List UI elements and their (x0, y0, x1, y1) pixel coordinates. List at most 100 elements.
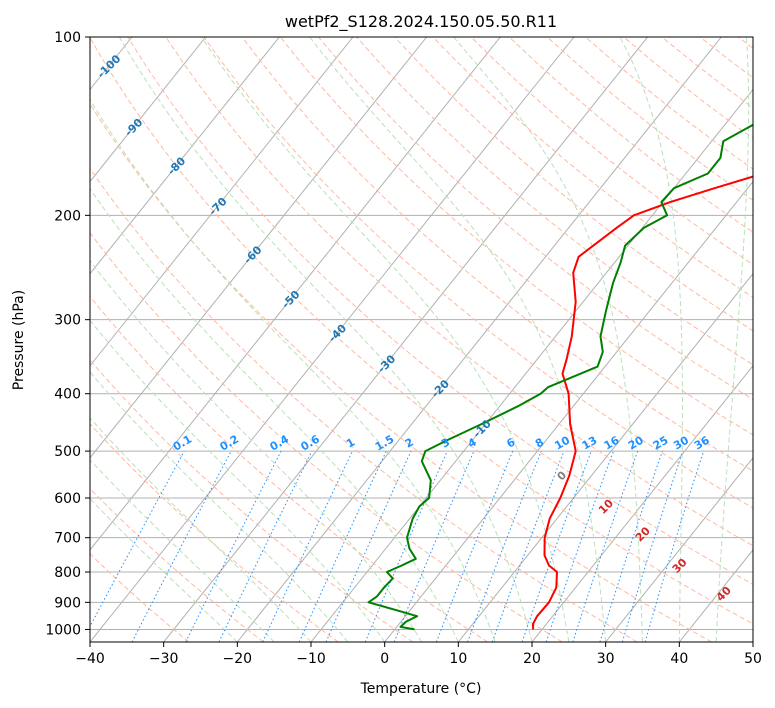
moist-adiabat-line (453, 37, 643, 642)
mixing-ratio-label: 0.6 (298, 432, 322, 453)
x-tick-label: 0 (380, 651, 389, 667)
dry-adiabat-line (90, 167, 638, 642)
moist-adiabat-line (201, 37, 570, 642)
mixing-ratio-line (364, 450, 448, 642)
mixing-ratio-label: 10 (552, 433, 572, 452)
isotherm-line (457, 272, 753, 642)
isotherm-label: -100 (95, 52, 124, 81)
y-tick-label: 700 (54, 531, 81, 547)
dry-adiabat-line (737, 37, 753, 49)
moist-adiabat-line (90, 459, 275, 642)
isotherm-label: -80 (165, 154, 188, 177)
mixing-ratio-line (393, 450, 475, 642)
dry-adiabat-line (470, 37, 753, 266)
isotherm-line (752, 641, 753, 642)
dry-adiabat-line (90, 231, 563, 642)
dry-adiabat-line (90, 37, 753, 625)
x-tick-label: 30 (597, 651, 615, 667)
isotherm-line (90, 37, 428, 459)
y-tick-label: 800 (54, 565, 81, 581)
x-tick-label: −40 (75, 651, 105, 667)
y-tick-label: 400 (54, 387, 81, 403)
isotherm-label: -90 (122, 116, 145, 139)
mixing-ratio-label: 0.4 (268, 432, 292, 453)
dry-adiabat-line (508, 37, 753, 233)
isotherm-line (310, 88, 753, 642)
isotherm-line (90, 37, 354, 367)
temperature-profile-line (531, 175, 753, 630)
mixing-ratio-line (621, 450, 684, 642)
isotherm-line (90, 37, 501, 551)
isotherm-label: -70 (206, 195, 229, 218)
mixing-ratio-label: 25 (651, 434, 671, 453)
mixing-ratio-line (599, 450, 663, 642)
x-tick-label: −20 (223, 651, 253, 667)
isotherm-line (605, 457, 753, 642)
chart-title: wetPf2_S128.2024.150.05.50.R11 (285, 12, 557, 32)
dry-adiabat-line (90, 553, 190, 642)
mixing-ratio-label: 0.2 (218, 433, 241, 454)
moist-adiabat-line (90, 259, 422, 642)
moist-adiabat-line (90, 319, 386, 642)
mixing-ratio-label: 20 (626, 433, 646, 452)
moist-adiabat-line (90, 187, 459, 642)
mixing-ratio-label: 6 (504, 435, 517, 450)
profile-series (367, 123, 753, 631)
dry-adiabat-line (90, 359, 414, 642)
dry-adiabat-line (356, 37, 753, 366)
mixing-ratio-line (218, 450, 313, 642)
moist-adiabat-line (90, 417, 312, 642)
mixing-ratio-line (90, 450, 185, 628)
y-tick-label: 500 (54, 444, 81, 460)
isotherm-label: -20 (429, 377, 452, 400)
plot-frame (89, 36, 754, 643)
isotherm-line (90, 37, 280, 275)
isotherm-label: -40 (326, 321, 349, 344)
y-tick-label: 600 (54, 491, 81, 507)
mixing-ratio-label: 30 (671, 433, 691, 452)
moist-adiabat-label: 10 (596, 497, 616, 517)
isotherm-line (678, 549, 753, 642)
x-axis: −40 −30 −20 −10 0 10 20 30 40 50 (75, 642, 762, 667)
mixing-ratio-label: 13 (580, 434, 600, 453)
isotherm-label: -50 (279, 288, 302, 311)
dry-adiabat-line (90, 487, 264, 642)
mixing-ratio-label: 0.1 (171, 433, 194, 454)
mixing-ratio-label: 1 (344, 436, 357, 451)
isotherm-line (90, 37, 207, 183)
x-axis-label: Temperature (°C) (360, 681, 482, 697)
mixing-ratio-line (521, 450, 592, 642)
dewpoint-profile-line (367, 123, 753, 631)
moist-adiabat-label: 40 (714, 584, 734, 604)
background-lines (0, 37, 753, 642)
isotherm-line (384, 180, 753, 642)
moist-adiabat-line (90, 498, 238, 642)
dry-adiabat-line (90, 423, 339, 642)
dry-adiabat-line (90, 295, 488, 642)
mixing-ratio-line (644, 450, 705, 642)
dry-adiabat-line (547, 37, 753, 201)
dry-adiabat-line (699, 37, 753, 79)
dry-adiabat-line (279, 37, 753, 436)
isotherm-line (0, 37, 58, 642)
y-axis-label: Pressure (hPa) (11, 290, 27, 390)
isotherm-line (163, 37, 649, 642)
mixing-ratio-line (298, 450, 387, 642)
isotherm-line (236, 37, 722, 642)
x-tick-label: 20 (523, 651, 541, 667)
dry-adiabat-line (241, 37, 753, 472)
y-axis: 100 200 300 400 500 600 700 800 900 1000 (45, 30, 90, 638)
y-tick-label: 1000 (45, 622, 81, 638)
mixing-ratio-line (185, 450, 282, 642)
x-tick-label: −10 (296, 651, 326, 667)
mixing-ratio-label: 16 (602, 433, 622, 452)
dry-adiabat-line (394, 37, 753, 332)
x-tick-label: −30 (149, 651, 179, 667)
mixing-ratio-line (467, 450, 542, 642)
x-tick-label: 50 (744, 651, 762, 667)
dry-adiabat-line (203, 37, 753, 509)
mixing-ratio-line (545, 450, 614, 642)
mixing-ratio-line (572, 450, 639, 642)
mixing-ratio-line (262, 450, 353, 642)
